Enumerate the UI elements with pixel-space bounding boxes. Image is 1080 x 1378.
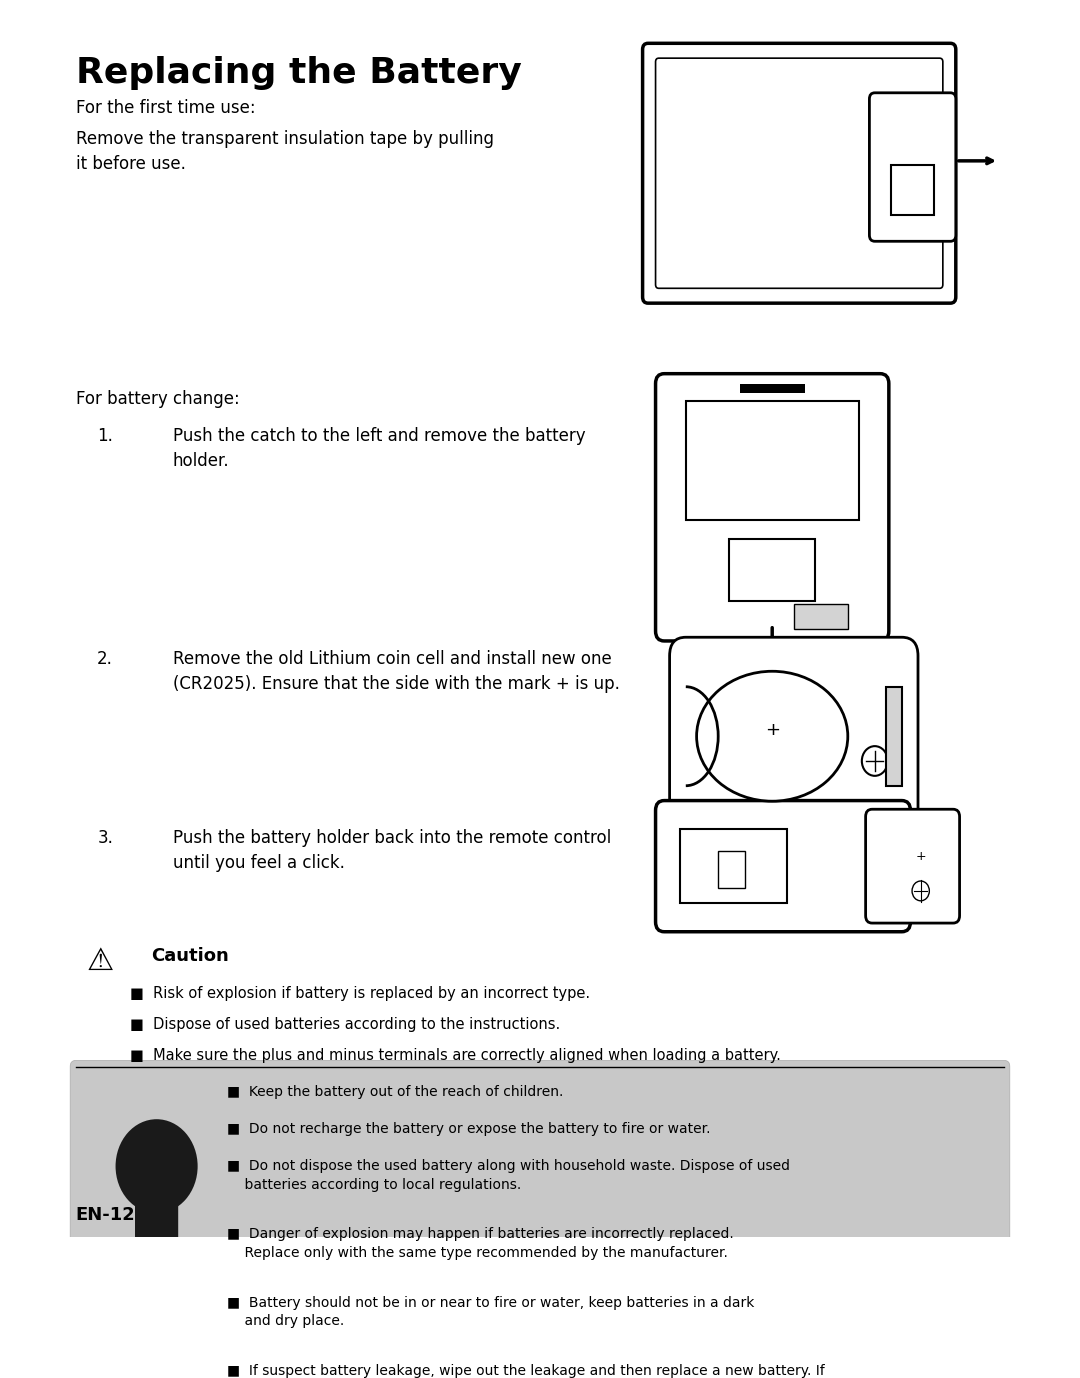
Text: Remove the transparent insulation tape by pulling
it before use.: Remove the transparent insulation tape b…: [76, 130, 494, 172]
Bar: [891, 165, 934, 215]
Text: ■  Risk of explosion if battery is replaced by an incorrect type.: ■ Risk of explosion if battery is replac…: [130, 987, 590, 1002]
FancyBboxPatch shape: [656, 373, 889, 641]
Text: Push the battery holder back into the remote control
until you feel a click.: Push the battery holder back into the re…: [173, 830, 611, 872]
Text: Push the catch to the left and remove the battery
holder.: Push the catch to the left and remove th…: [173, 427, 585, 470]
Bar: [718, 852, 745, 889]
FancyBboxPatch shape: [135, 1186, 178, 1243]
Text: For battery change:: For battery change:: [76, 390, 240, 408]
Bar: [729, 540, 815, 601]
Text: For the first time use:: For the first time use:: [76, 99, 255, 117]
Text: ■  Battery should not be in or near to fire or water, keep batteries in a dark
 : ■ Battery should not be in or near to fi…: [227, 1295, 754, 1328]
Bar: [794, 604, 848, 628]
Text: Remove the old Lithium coin cell and install new one
(CR2025). Ensure that the s: Remove the old Lithium coin cell and ins…: [173, 649, 620, 693]
Text: ■  Make sure the plus and minus terminals are correctly aligned when loading a b: ■ Make sure the plus and minus terminals…: [130, 1049, 781, 1062]
Text: Caution: Caution: [151, 947, 229, 965]
Bar: [886, 686, 902, 785]
Text: ⚠: ⚠: [86, 947, 113, 976]
Bar: [740, 383, 805, 394]
Text: 2.: 2.: [97, 649, 113, 667]
Circle shape: [116, 1119, 198, 1213]
Bar: [686, 401, 859, 520]
FancyBboxPatch shape: [869, 92, 956, 241]
Text: ■  Do not recharge the battery or expose the battery to fire or water.: ■ Do not recharge the battery or expose …: [227, 1122, 711, 1137]
FancyBboxPatch shape: [866, 809, 959, 923]
Circle shape: [862, 745, 888, 776]
Text: EN-12: EN-12: [76, 1206, 135, 1225]
FancyBboxPatch shape: [70, 1061, 1010, 1302]
Circle shape: [912, 881, 929, 901]
Ellipse shape: [697, 671, 848, 801]
FancyBboxPatch shape: [670, 637, 918, 835]
Text: 3.: 3.: [97, 830, 113, 847]
Bar: [680, 830, 787, 904]
FancyBboxPatch shape: [643, 43, 956, 303]
Text: +: +: [916, 850, 926, 863]
Text: ■  Keep the battery out of the reach of children.: ■ Keep the battery out of the reach of c…: [227, 1086, 563, 1100]
Text: ■  If suspect battery leakage, wipe out the leakage and then replace a new batte: ■ If suspect battery leakage, wipe out t…: [227, 1364, 824, 1378]
FancyBboxPatch shape: [656, 58, 943, 288]
Text: 1.: 1.: [97, 427, 113, 445]
Text: ■  Danger of explosion may happen if batteries are incorrectly replaced.
    Rep: ■ Danger of explosion may happen if batt…: [227, 1228, 733, 1259]
Text: Replacing the Battery: Replacing the Battery: [76, 55, 522, 90]
Text: ■  Do not dispose the used battery along with household waste. Dispose of used
 : ■ Do not dispose the used battery along …: [227, 1159, 789, 1192]
Text: +: +: [765, 721, 780, 739]
Text: ■  Dispose of used batteries according to the instructions.: ■ Dispose of used batteries according to…: [130, 1017, 559, 1032]
FancyBboxPatch shape: [656, 801, 910, 932]
